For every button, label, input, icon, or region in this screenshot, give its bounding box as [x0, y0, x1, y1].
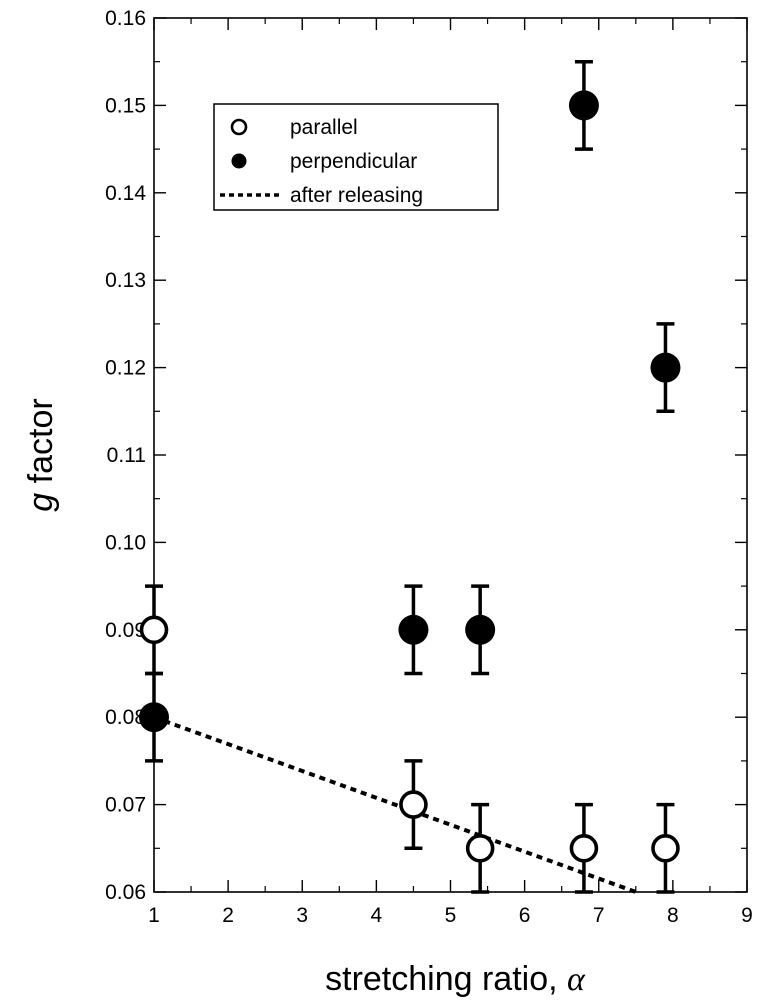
y-tick-label: 0.06 [105, 881, 146, 904]
y-tick-label: 0.07 [105, 794, 146, 817]
y-tick-label: 0.12 [105, 357, 146, 380]
point-parallel [465, 833, 495, 863]
legend-label-perpendicular: perpendicular [290, 150, 417, 173]
legend-marker-parallel [230, 118, 248, 136]
point-parallel [139, 615, 169, 645]
y-tick-label: 0.08 [105, 706, 146, 729]
point-parallel [399, 790, 428, 819]
y-tick-label: 0.09 [105, 619, 146, 642]
x-tick-label: 1 [148, 904, 160, 927]
point-perpendicular [568, 90, 599, 121]
legend-label-after-releasing: after releasing [290, 184, 423, 207]
y-tick-label: 0.11 [107, 444, 146, 467]
point-parallel [651, 833, 680, 863]
y-tick-label: 0.16 [105, 7, 146, 30]
point-perpendicular [139, 702, 169, 733]
x-axis-title: stretching ratio, α [325, 960, 586, 998]
point-parallel [569, 833, 599, 863]
legend-box [213, 103, 499, 211]
x-tick-label: 5 [445, 904, 457, 927]
x-tick-label: 4 [371, 904, 383, 927]
legend-label-parallel: parallel [290, 116, 358, 139]
x-tick-label: 9 [741, 904, 753, 927]
y-tick-label: 0.10 [105, 531, 146, 554]
x-tick-label: 2 [222, 904, 234, 927]
x-tick-label: 7 [593, 904, 605, 927]
legend: parallel perpendicular after releasing [213, 103, 499, 211]
tick-labels: 1 2 3 4 5 6 7 8 9 0.06 0.07 0.08 0.09 0.10 0.11 0.12 0.1… [105, 7, 753, 927]
series [139, 59, 681, 894]
y-axis-title-text: factor [22, 398, 60, 492]
point-perpendicular [465, 614, 496, 645]
x-axis-title-text: stretching ratio, [325, 960, 567, 998]
ticks [153, 17, 748, 893]
x-tick-label: 6 [519, 904, 531, 927]
point-perpendicular [398, 614, 429, 645]
y-tick-label: 0.13 [105, 269, 146, 292]
point-perpendicular [650, 352, 681, 383]
y-axis-title-italic: g [22, 493, 60, 512]
x-tick-label: 8 [667, 904, 679, 927]
x-tick-label: 3 [296, 904, 308, 927]
legend-marker-perpendicular [231, 153, 247, 169]
y-tick-label: 0.14 [105, 182, 146, 205]
x-axis-title-symbol: α [567, 961, 586, 998]
y-axis-title: g factor [22, 398, 60, 511]
line-after-releasing [153, 715, 637, 894]
y-tick-label: 0.15 [105, 94, 146, 117]
